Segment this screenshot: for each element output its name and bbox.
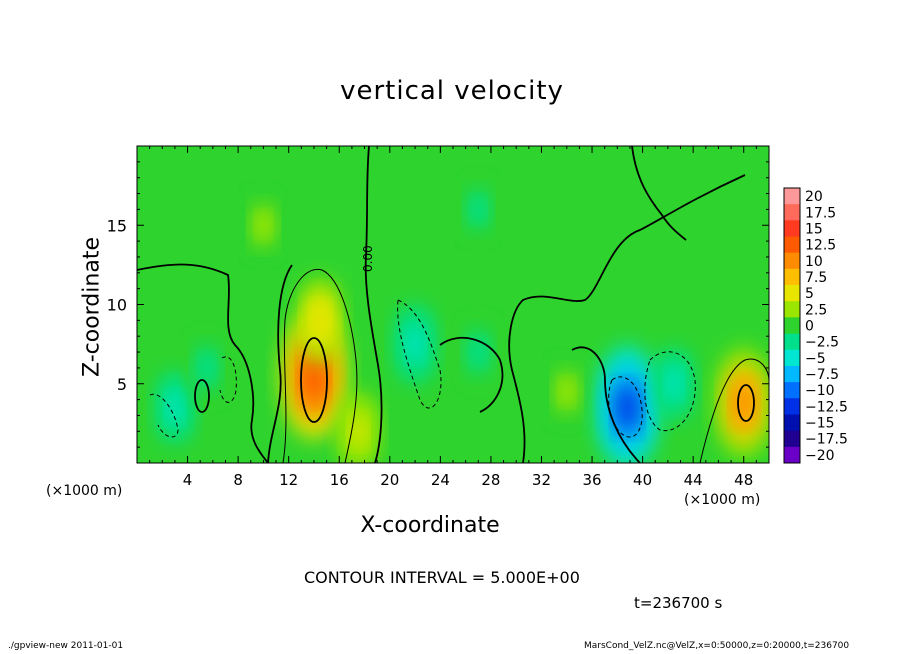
zero-contour [439,336,504,413]
contour-lines [137,146,769,463]
x-tick-label: 44 [684,471,703,489]
colorbar-label: 10 [805,254,823,270]
velocity-feature [666,369,683,399]
negative-contour [608,376,643,438]
colorbar-label: −7.5 [805,367,839,383]
colorbar-swatch [784,414,800,432]
colorbar-swatch [784,349,800,367]
zero-contour [631,146,687,241]
velocity-feature [559,378,574,405]
x-tick-label: 48 [734,471,753,489]
colorbar-swatch [784,252,800,270]
negative-contour [149,393,179,438]
negative-contour [219,356,237,403]
colorbar-label: −15 [805,416,835,432]
colorbar-label: −20 [805,448,835,464]
x-tick-label: 32 [532,471,551,489]
colorbar-label: −17.5 [805,432,848,448]
y-axis-label: Z-coordinate [79,237,105,377]
velocity-feature [614,382,641,433]
x-axis-label: X-coordinate [360,513,500,538]
colorbar-label: −10 [805,383,835,399]
zero-contour [137,263,269,463]
positive-contour [699,358,769,463]
colorbar-label: 2.5 [805,302,827,318]
x-tick-label: 24 [431,471,450,489]
colorbar-swatch [784,365,800,383]
positive-contour [282,268,358,463]
colorbar-swatch [784,430,800,448]
colorbar-label: 5 [805,286,814,302]
colorbar-frame [783,187,801,464]
colorbar-label: 17.5 [805,205,836,221]
x-axis: 4 8 12 16 20 24 28 32 36 40 44 48 [149,146,757,489]
colorbar-label: −12.5 [805,399,848,415]
colorbar-swatch [784,301,800,318]
colorbar-label: 0 [805,319,814,335]
negative-contours [149,299,696,438]
colorbar-swatch [784,204,800,221]
negative-contour [397,299,442,409]
colorbar-swatch [784,236,800,254]
x-tick-label: 12 [279,471,298,489]
y-tick-label: 10 [107,296,127,315]
colorbar-swatch [784,382,800,399]
positive-contour [194,379,210,413]
colorbar-label: 7.5 [805,270,827,286]
zero-contour [508,174,746,463]
velocity-feature [731,380,756,426]
colorbar-swatch [784,398,800,415]
x-tick-label: 4 [183,471,193,489]
velocity-feature [349,415,368,448]
time-label: t=236700 s [634,594,723,612]
velocity-feature [166,392,184,423]
positive-contour [300,337,328,423]
zero-contour-label: 0.00 [361,245,375,272]
footer-program-label: ./gpview-new 2011-01-01 [8,641,124,651]
colorbar-label: 15 [805,221,823,237]
velocity-feature [471,197,486,222]
negative-contour [644,351,696,432]
colorbar-swatch [784,317,800,335]
x-tick-label: 8 [233,471,243,489]
x-unit-label-left: (×1000 m) [46,483,123,499]
x-tick-label: 20 [380,471,399,489]
contour-interval-label: CONTOUR INTERVAL = 5.000E+00 [304,568,580,587]
colorbar-swatch [784,188,800,205]
colorbar-swatch [784,333,800,351]
zero-contour [364,146,383,463]
velocity-feature [470,338,486,366]
zero-contour [267,264,293,463]
x-tick-label: 16 [330,471,349,489]
colorbar-label: −2.5 [805,335,839,351]
colorbar-label: 12.5 [805,238,836,254]
velocity-feature [256,212,271,239]
velocity-feature [310,303,330,338]
velocity-feature [199,354,215,382]
velocity-field [154,179,769,463]
x-tick-label: 28 [481,471,500,489]
y-tick-label: 5 [117,375,127,394]
footer-source-label: MarsCond_VelZ.nc@VelZ,x=0:50000,z=0:2000… [584,641,850,651]
colorbar-swatch [784,285,800,302]
y-axis: 5 10 15 [107,161,769,448]
velocity-feature [406,328,424,361]
colorbar-swatch [784,268,800,286]
colorbar-label: −5 [805,351,826,367]
colorbar-swatch [784,446,800,464]
colorbar-swatch [784,220,800,238]
colorbar: 2017.51512.5107.552.50−2.5−5−7.5−10−12.5… [783,187,848,464]
y-tick-label: 15 [107,216,127,235]
x-unit-label-right: (×1000 m) [684,492,761,508]
plot-area: 0.00 [136,145,770,464]
x-tick-label: 36 [582,471,601,489]
chart-title: vertical velocity [340,76,564,106]
zero-contour [571,346,641,463]
colorbar-label: 20 [805,189,823,205]
x-tick-label: 40 [633,471,652,489]
positive-contour [737,384,755,422]
